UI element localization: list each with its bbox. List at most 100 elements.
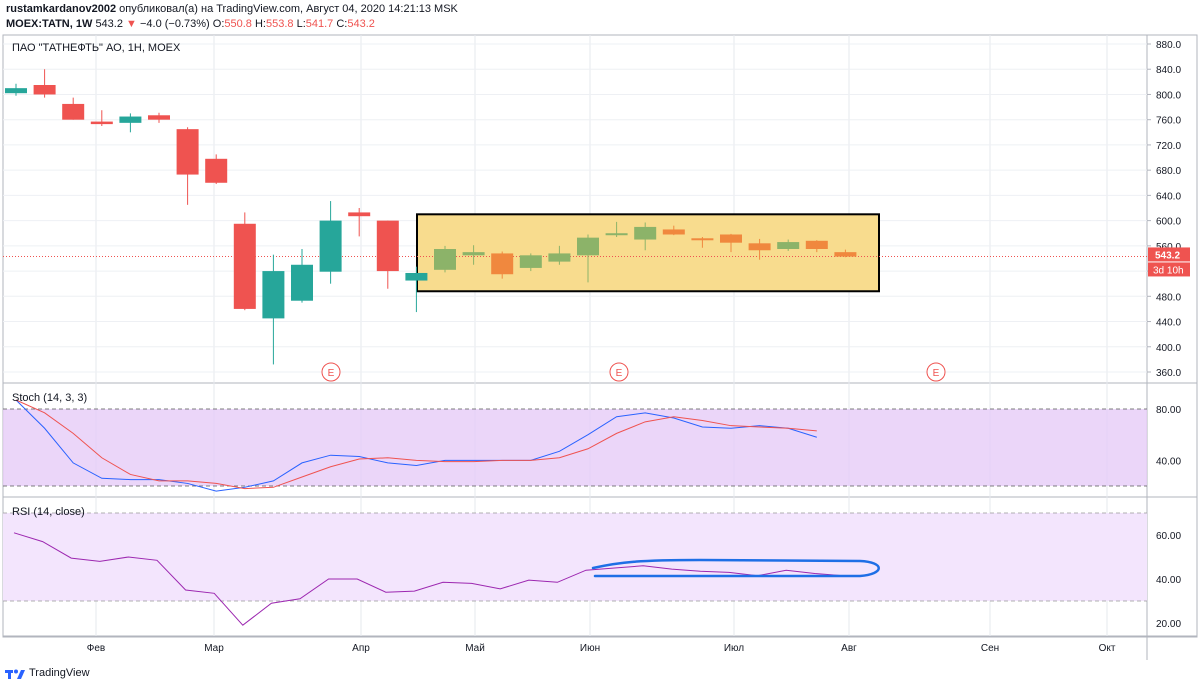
time-tick-label: Сен bbox=[981, 643, 999, 654]
countdown-tag bbox=[1148, 262, 1190, 277]
candle-body bbox=[205, 158, 228, 183]
candle-body bbox=[262, 271, 285, 319]
candle-body bbox=[405, 272, 428, 281]
stoch-tick-label: 40.00 bbox=[1156, 456, 1181, 467]
symbol-label: MOEX:TATN, 1W bbox=[6, 18, 93, 30]
candle bbox=[119, 113, 142, 133]
candle-body bbox=[62, 103, 85, 120]
last-price: 543.2 bbox=[95, 18, 123, 30]
time-tick-label: Окт bbox=[1099, 643, 1116, 654]
candle-body bbox=[777, 242, 800, 249]
price-tick-label: 440.0 bbox=[1156, 318, 1181, 329]
candle bbox=[634, 222, 657, 251]
rsi-tick-label: 40.00 bbox=[1156, 575, 1181, 586]
symbol-line: MOEX:TATN, 1W 543.2 ▼ −4.0 (−0.73%) O: 55… bbox=[6, 18, 375, 30]
rsi-line bbox=[13, 532, 844, 626]
candle bbox=[691, 237, 714, 248]
candle bbox=[462, 245, 485, 265]
rsi-pane[interactable]: RSI (14, close) bbox=[3, 506, 1147, 626]
consolidation-box[interactable] bbox=[416, 213, 880, 293]
candle bbox=[262, 254, 285, 365]
candle-body bbox=[548, 253, 571, 262]
earnings-marker[interactable]: E bbox=[321, 362, 341, 382]
candle bbox=[834, 249, 857, 258]
high-value: 553.8 bbox=[265, 18, 294, 30]
earnings-marker[interactable]: E bbox=[926, 362, 946, 382]
price-pane[interactable]: ПАО "ТАТНЕФТЬ" АО, 1Н, МОЕХ E E E bbox=[3, 42, 1147, 382]
candle bbox=[777, 239, 800, 251]
candle bbox=[348, 208, 371, 237]
time-tick-label: Апр bbox=[352, 643, 370, 654]
candle-body bbox=[662, 229, 685, 235]
candle bbox=[405, 266, 428, 313]
candle-body bbox=[5, 88, 27, 94]
earnings-circle bbox=[321, 362, 341, 382]
author-name[interactable]: rustamkardanov2002 bbox=[6, 3, 117, 15]
price-tick-label: 720.0 bbox=[1156, 141, 1181, 152]
price-tick-label: 400.0 bbox=[1156, 343, 1181, 354]
high-label: H: bbox=[254, 18, 266, 30]
rsi-tick-label: 20.00 bbox=[1156, 619, 1181, 630]
stoch-d-line bbox=[15, 399, 817, 490]
candle bbox=[748, 238, 771, 260]
down-arrow-icon: ▼ bbox=[126, 18, 137, 30]
close-value: 543.2 bbox=[347, 18, 375, 30]
candle bbox=[434, 245, 456, 273]
time-tick-label: Май bbox=[465, 643, 485, 654]
candle bbox=[376, 220, 399, 289]
candle bbox=[720, 233, 742, 253]
candle-body bbox=[148, 115, 170, 120]
price-tick-label: 680.0 bbox=[1156, 166, 1181, 177]
price-axis[interactable]: 880.0 840.0 800.0 760.0 720.0 680.0 640.0 600.0… bbox=[1147, 40, 1190, 630]
rsi-band bbox=[3, 513, 1147, 601]
low-label: L: bbox=[296, 18, 306, 30]
time-tick-label: Фев bbox=[87, 643, 105, 654]
earnings-circle bbox=[609, 362, 629, 382]
candle-body bbox=[176, 129, 199, 175]
price-tick-label: 600.0 bbox=[1156, 217, 1181, 228]
price-tick-label: 560.0 bbox=[1156, 242, 1181, 253]
current-price-tag bbox=[1148, 247, 1190, 262]
time-axis[interactable]: Фев Мар Апр Май Июн Июл Авг Сен Окт bbox=[87, 643, 1116, 654]
rsi-title: RSI (14, close) bbox=[12, 506, 85, 518]
tradingview-brand: TradingView bbox=[29, 667, 90, 679]
tradingview-logo-icon bbox=[5, 669, 25, 679]
tradingview-footer[interactable]: TradingView bbox=[4, 666, 90, 680]
candle-body bbox=[291, 264, 313, 301]
price-tick-label: 880.0 bbox=[1156, 40, 1181, 51]
candles bbox=[5, 69, 857, 365]
candle bbox=[148, 112, 170, 123]
earnings-label: E bbox=[933, 368, 940, 379]
candle-body bbox=[233, 223, 256, 309]
candle-body bbox=[491, 253, 514, 275]
candle bbox=[5, 83, 27, 96]
price-tick-label: 800.0 bbox=[1156, 90, 1181, 101]
candle bbox=[176, 127, 199, 205]
candle-body bbox=[462, 252, 485, 256]
open-label: O: bbox=[212, 18, 225, 30]
close-label: C: bbox=[336, 18, 348, 30]
price-change: −4.0 (−0.73%) bbox=[139, 18, 210, 30]
stoch-k-line bbox=[15, 399, 817, 492]
stoch-title: Stoch (14, 3, 3) bbox=[12, 392, 87, 404]
candle bbox=[805, 240, 828, 253]
rsi-highlight-ellipse[interactable] bbox=[591, 558, 880, 578]
time-tick-label: Мар bbox=[204, 643, 224, 654]
publish-info: опубликовал(а) на TradingView.com, Авгус… bbox=[119, 3, 458, 15]
stoch-band bbox=[3, 409, 1147, 486]
stoch-pane[interactable]: Stoch (14, 3, 3) bbox=[3, 392, 1147, 492]
low-value: 541.7 bbox=[305, 18, 334, 30]
candle-body bbox=[577, 237, 599, 256]
countdown-label: 3d 10h bbox=[1153, 265, 1184, 276]
candle-body bbox=[605, 233, 628, 236]
candle bbox=[491, 251, 514, 279]
chart-border bbox=[2, 34, 1198, 638]
earnings-marker[interactable]: E bbox=[609, 362, 629, 382]
candle bbox=[62, 97, 85, 120]
candle bbox=[662, 225, 685, 236]
price-pane-title: ПАО "ТАТНЕФТЬ" АО, 1Н, МОЕХ bbox=[12, 42, 181, 54]
price-tick-label: 640.0 bbox=[1156, 191, 1181, 202]
candle bbox=[519, 253, 542, 272]
